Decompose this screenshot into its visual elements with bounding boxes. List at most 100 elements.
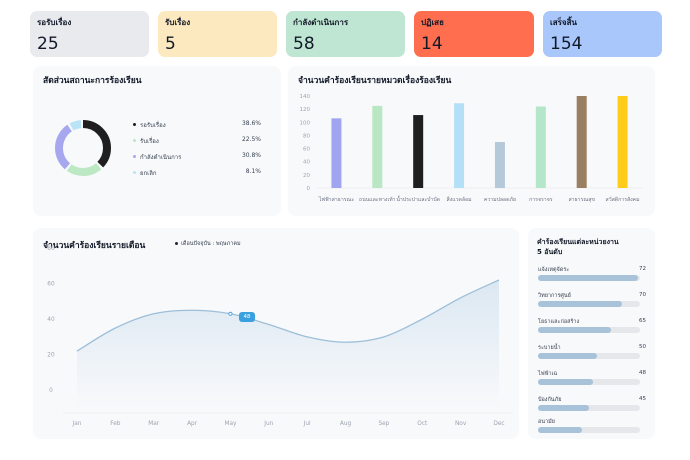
x-tick-label: Oct bbox=[417, 421, 428, 427]
stat-value: 58 bbox=[293, 34, 315, 54]
stat-label: รับเรื่อง bbox=[165, 18, 191, 27]
x-tick-label: สาธารณสุข bbox=[568, 197, 595, 203]
progress-track bbox=[538, 301, 640, 307]
x-tick-label: Jan bbox=[72, 421, 82, 427]
department-count: 45 bbox=[639, 396, 646, 402]
highlight-point bbox=[228, 311, 233, 316]
department-name: โยธาและก่อสร้าง bbox=[538, 319, 580, 325]
stat-card-pending[interactable]: รอรับเรื่อง 25 bbox=[30, 11, 149, 57]
top-departments-title-line1: คำร้องเรียนแต่ละหน่วยงาน bbox=[537, 238, 619, 246]
category-bar bbox=[372, 105, 383, 188]
category-bar-chart: 0 20 40 60 80 100 120 140 ไฟฟ้าสาธารณะ ถนนและทางเ… bbox=[300, 94, 643, 203]
department-count: 70 bbox=[639, 292, 646, 298]
x-tick-label: Mar bbox=[148, 421, 160, 427]
stat-label: ปฏิเสธ bbox=[421, 18, 444, 27]
department-count: 65 bbox=[639, 318, 646, 324]
category-bar bbox=[576, 96, 587, 188]
category-panel: จำนวนคำร้องเรียนรายหมวดเรื่องร้องเรียน 0… bbox=[288, 66, 655, 216]
line-area bbox=[77, 280, 499, 408]
x-tick-label: ถนนและทางเท้า bbox=[359, 196, 396, 203]
legend-label: กำลังดำเนินการ bbox=[140, 154, 182, 161]
y-tick-label: 60 bbox=[47, 282, 55, 288]
y-tick-label: 0 bbox=[49, 388, 53, 394]
legend-item: รอรับเรื่อง 38.6% bbox=[133, 120, 261, 130]
y-tick-label: 120 bbox=[300, 107, 311, 113]
legend-item: กำลังดำเนินการ 30.8% bbox=[133, 152, 261, 162]
category-bar bbox=[535, 106, 546, 188]
stat-label: กำลังดำเนินการ bbox=[293, 18, 349, 27]
x-tick-label: Apr bbox=[187, 421, 198, 427]
department-name: แจ้งเหตุจัดระ bbox=[538, 267, 570, 273]
department-row[interactable]: ระบายน้ำ 50 bbox=[538, 344, 650, 366]
y-tick-label: 20 bbox=[303, 173, 310, 179]
y-tick-label: 100 bbox=[300, 120, 311, 126]
progress-track bbox=[538, 379, 640, 385]
top-departments-panel: คำร้องเรียนแต่ละหน่วยงาน 5 อันดับ แจ้งเห… bbox=[528, 228, 655, 439]
legend-label: ยกเลิก bbox=[140, 170, 157, 177]
legend-dot-icon bbox=[175, 242, 178, 245]
legend-item: รับเรื่อง 22.5% bbox=[133, 136, 261, 146]
department-row[interactable]: ป้องกันภัย 45 bbox=[538, 396, 650, 418]
y-tick-label: 80 bbox=[303, 133, 310, 139]
stat-card-in-progress[interactable]: กำลังดำเนินการ 58 bbox=[286, 11, 405, 57]
status-donut-chart bbox=[55, 120, 111, 176]
category-panel-title: จำนวนคำร้องเรียนรายหมวดเรื่องร้องเรียน bbox=[298, 76, 452, 86]
x-tick-label: ความปลอดภัย bbox=[484, 196, 516, 203]
current-month-label: เดือนปัจจุบัน : พฤษภาคม bbox=[181, 241, 241, 247]
stat-card-received[interactable]: รับเรื่อง 5 bbox=[158, 11, 277, 57]
stat-card-completed[interactable]: เสร็จสิ้น 154 bbox=[543, 11, 662, 57]
x-tick-label: May bbox=[224, 421, 237, 427]
legend-label: รอรับเรื่อง bbox=[140, 122, 166, 129]
department-name: อนามัย bbox=[538, 419, 555, 425]
x-tick-label: สวัสดิการสังคม bbox=[606, 196, 640, 203]
department-name: ไฟฟ้าเฉ bbox=[538, 371, 558, 377]
category-bar bbox=[331, 118, 342, 188]
legend-dot-icon bbox=[133, 123, 136, 126]
department-name: วิทยาการศูนย์ bbox=[538, 293, 571, 299]
stat-value: 14 bbox=[421, 34, 443, 54]
y-tick-label: 40 bbox=[47, 317, 55, 323]
point-tooltip: 48 bbox=[239, 312, 255, 322]
donut-slice bbox=[55, 120, 111, 176]
department-row[interactable]: อนามัย bbox=[538, 418, 650, 440]
tooltip-value: 48 bbox=[243, 314, 251, 320]
progress-fill bbox=[538, 405, 589, 411]
y-tick-label: 60 bbox=[303, 147, 310, 153]
monthly-panel: จำนวนคำร้องเรียนรายเดือน เดือนปัจจุบัน :… bbox=[33, 228, 519, 439]
legend-dot-icon bbox=[133, 155, 136, 158]
stat-card-rejected[interactable]: ปฏิเสธ 14 bbox=[414, 11, 534, 57]
stat-label: รอรับเรื่อง bbox=[37, 18, 72, 27]
progress-track bbox=[538, 327, 640, 333]
department-row[interactable]: ไฟฟ้าเฉ 48 bbox=[538, 370, 650, 392]
monthly-line-chart: 0 20 40 60 80 Jan Feb Mar Apr May Jun Jul Aug Sep Oct N… bbox=[47, 246, 513, 427]
x-tick-label: การจราจร bbox=[529, 197, 553, 203]
status-ratio-panel: สัดส่วนสถานะการร้องเรียน รอรับเรื่อง 38.… bbox=[33, 66, 281, 216]
x-tick-label: สิ่งแวดล้อม bbox=[447, 196, 472, 203]
x-tick-label: Dec bbox=[493, 421, 504, 427]
x-tick-label: ไฟฟ้าสาธารณะ bbox=[318, 195, 355, 203]
top-departments-title: คำร้องเรียนแต่ละหน่วยงาน 5 อันดับ bbox=[537, 237, 619, 257]
department-row[interactable]: วิทยาการศูนย์ 70 bbox=[538, 292, 650, 314]
donut-slice bbox=[55, 120, 111, 176]
department-row[interactable]: แจ้งเหตุจัดระ 72 bbox=[538, 266, 650, 288]
legend-dot-icon bbox=[133, 171, 136, 174]
monthly-line bbox=[76, 279, 500, 352]
department-count: 72 bbox=[639, 266, 646, 272]
stat-value: 5 bbox=[165, 34, 176, 54]
category-bar bbox=[413, 115, 424, 188]
legend-dot-icon bbox=[133, 139, 136, 142]
progress-fill bbox=[538, 327, 612, 333]
stat-label: เสร็จสิ้น bbox=[550, 18, 577, 27]
department-count: 48 bbox=[639, 370, 646, 376]
legend-percent: 30.8% bbox=[241, 152, 261, 159]
x-tick-label: Jun bbox=[263, 421, 273, 427]
y-tick-label: 20 bbox=[47, 353, 55, 359]
legend-label: รับเรื่อง bbox=[140, 138, 159, 145]
stat-value: 25 bbox=[37, 34, 59, 54]
progress-fill bbox=[538, 379, 594, 385]
legend-percent: 22.5% bbox=[241, 136, 261, 143]
department-count: 50 bbox=[639, 344, 646, 350]
progress-fill bbox=[538, 275, 638, 281]
progress-fill bbox=[538, 353, 598, 359]
department-row[interactable]: โยธาและก่อสร้าง 65 bbox=[538, 318, 650, 340]
